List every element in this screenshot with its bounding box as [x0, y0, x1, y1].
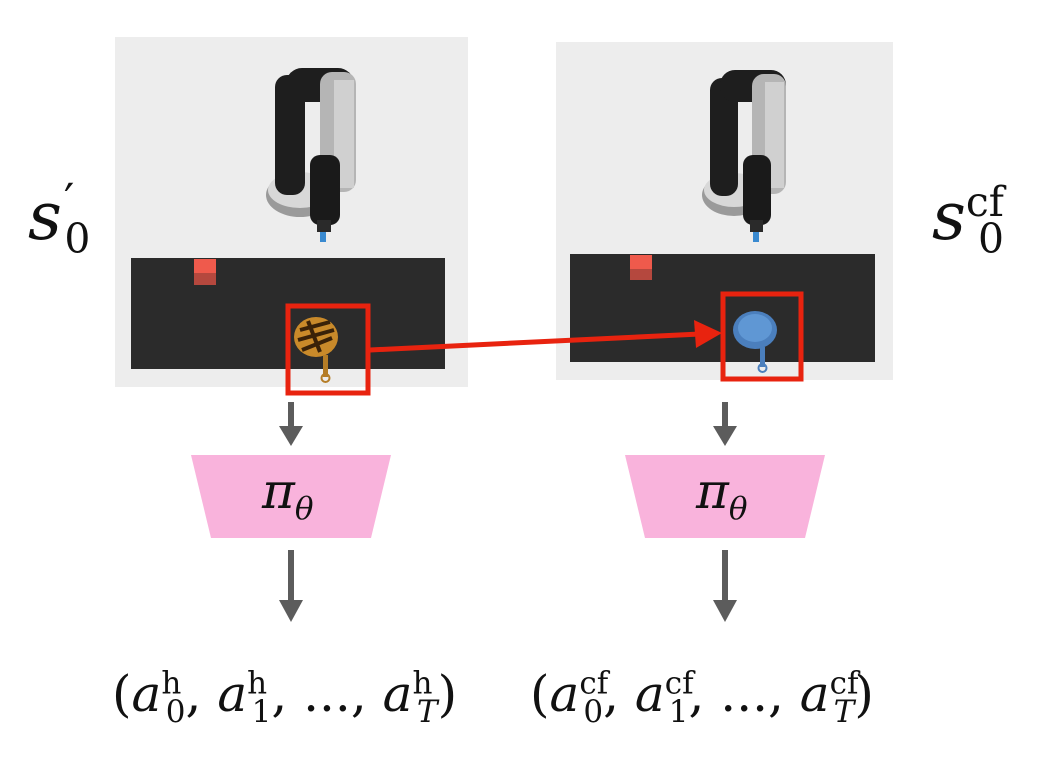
- action-symbol: a: [799, 665, 830, 723]
- close-paren: ): [854, 665, 874, 723]
- separator: ,: [688, 665, 721, 723]
- action-symbol: a: [217, 665, 248, 723]
- action-superscript: h: [161, 665, 182, 702]
- separator: ,: [767, 665, 800, 723]
- right-state-label: scf0: [932, 178, 1004, 260]
- action-symbol: a: [634, 665, 665, 723]
- action-subscript: 0: [165, 694, 186, 730]
- left-scene-image: [115, 37, 468, 387]
- cube-icon: [194, 259, 216, 285]
- frying-pan-icon: [294, 317, 338, 383]
- substitution-arrow: [369, 320, 722, 353]
- separator: ,: [350, 665, 383, 723]
- state-symbol: s: [932, 178, 966, 255]
- robot-arm-icon: [266, 68, 356, 242]
- ellipsis: ...: [720, 665, 768, 723]
- cube-icon: [630, 255, 652, 280]
- open-paren: (: [112, 665, 132, 723]
- action-superscript: cf: [664, 665, 694, 702]
- robot-arm-icon: [702, 70, 786, 242]
- close-paren: ): [437, 665, 458, 723]
- separator: ,: [603, 665, 635, 723]
- state-superscript: cf: [965, 178, 1004, 226]
- right-policy-label: πθ: [696, 462, 748, 525]
- right-policy-arrowhead: [713, 600, 737, 622]
- action-superscript: h: [247, 665, 268, 702]
- action-superscript: cf: [829, 665, 859, 702]
- prime-mark: ′: [63, 173, 75, 227]
- action-subscript: 1: [668, 694, 689, 730]
- separator: ,: [185, 665, 218, 723]
- left-action-sequence: (ah0, ah1, ..., ahT): [112, 665, 458, 728]
- action-subscript: T: [833, 694, 855, 730]
- action-symbol: a: [549, 665, 580, 723]
- right-highlight-box: [720, 291, 804, 382]
- right-policy-block: [625, 455, 825, 538]
- action-superscript: cf: [579, 665, 609, 702]
- separator: ,: [271, 665, 304, 723]
- action-subscript: T: [416, 694, 438, 730]
- ellipsis: ...: [303, 665, 351, 723]
- action-symbol: a: [131, 665, 162, 723]
- action-subscript: 1: [251, 694, 272, 730]
- open-paren: (: [530, 665, 550, 723]
- left-scene-arrowhead: [279, 426, 303, 446]
- state-subscript: 0: [977, 215, 1004, 264]
- right-scene-arrowhead: [713, 426, 737, 446]
- right-action-sequence: (acf0, acf1, ..., acfT): [530, 665, 874, 728]
- action-superscript: h: [412, 665, 433, 702]
- action-symbol: a: [382, 665, 413, 723]
- action-subscript: 0: [583, 694, 604, 730]
- left-policy-label: πθ: [262, 462, 314, 525]
- state-subscript: 0: [64, 215, 91, 264]
- left-highlight-box: [285, 303, 371, 396]
- state-symbol: s: [28, 178, 62, 255]
- left-policy-block: [191, 455, 391, 538]
- policy-symbol: π: [696, 462, 729, 520]
- left-policy-arrowhead: [279, 600, 303, 622]
- policy-parameter: θ: [728, 491, 748, 527]
- frying-pan-icon: [733, 311, 777, 373]
- left-state-label: s′0: [28, 177, 90, 260]
- policy-symbol: π: [262, 462, 295, 520]
- policy-parameter: θ: [294, 491, 314, 527]
